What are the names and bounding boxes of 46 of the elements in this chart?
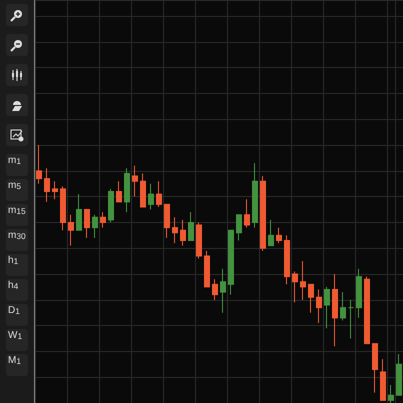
candlestick [36, 144, 42, 184]
candlestick [68, 214, 74, 246]
candlestick [52, 180, 58, 200]
candlestick [244, 198, 250, 228]
candlestick [156, 180, 162, 208]
candlestick [260, 176, 266, 252]
candlestick [148, 183, 154, 210]
candlestick [212, 278, 218, 300]
candlestick [140, 172, 146, 208]
candlestick [364, 276, 370, 344]
candlestick [116, 180, 122, 202]
candlestick [124, 168, 130, 213]
candlestick [252, 162, 258, 228]
candlestick [204, 250, 210, 288]
candlestick [348, 299, 354, 340]
candlestick [108, 188, 114, 223]
candlestick [84, 209, 90, 238]
candlestick [220, 268, 226, 314]
candlestick [388, 384, 394, 403]
candlestick [60, 186, 66, 231]
candlestick [340, 292, 346, 321]
candlestick [164, 204, 170, 238]
candlestick [100, 212, 106, 228]
candlestick [300, 260, 306, 300]
candlestick [276, 227, 282, 244]
candlestick [292, 270, 298, 303]
candlestick [316, 289, 322, 324]
candlestick [332, 274, 338, 347]
candlestick [372, 343, 378, 394]
candlestick [268, 219, 274, 246]
candlestick [308, 284, 314, 314]
candlestick [396, 353, 402, 396]
candlestick [172, 216, 178, 244]
candlestick [236, 214, 242, 242]
candlestick [228, 230, 234, 296]
candlestick [92, 214, 98, 238]
candlestick [380, 358, 386, 401]
candlestick [324, 286, 330, 329]
candlestick [180, 219, 186, 246]
candlestick [284, 234, 290, 285]
candlestick [44, 168, 50, 202]
candlestick [188, 212, 194, 242]
candlestick [196, 222, 202, 260]
candlestick [76, 194, 82, 231]
candlestick [132, 165, 138, 198]
candlestick [356, 268, 362, 318]
